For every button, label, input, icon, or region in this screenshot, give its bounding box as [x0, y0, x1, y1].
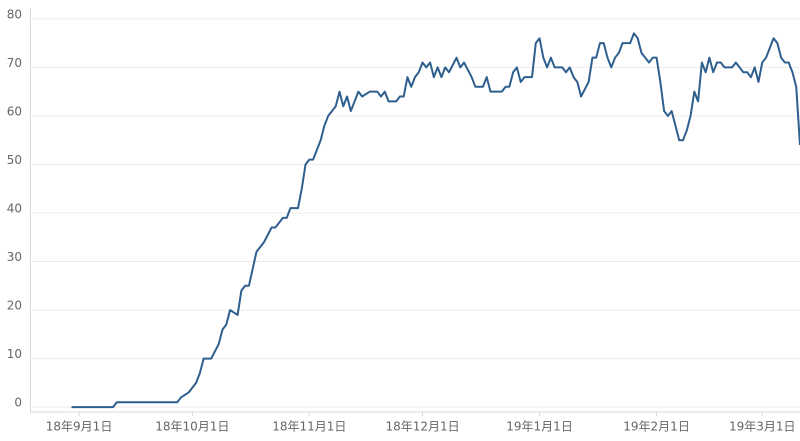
y-tick-label: 40 [7, 202, 22, 216]
x-tick-label: 18年11月1日 [272, 420, 346, 434]
x-tick-label: 18年12月1日 [385, 420, 459, 434]
x-tick-label: 19年3月1日 [729, 420, 796, 434]
data-line [71, 32, 800, 409]
y-tick-label: 60 [7, 104, 22, 118]
x-tick-label: 19年1月1日 [506, 420, 573, 434]
y-tick-label: 50 [7, 153, 22, 167]
y-tick-label: 80 [7, 7, 22, 21]
x-tick-label: 19年2月1日 [623, 420, 690, 434]
y-tick-label: 0 [14, 396, 22, 410]
y-tick-label: 30 [7, 250, 22, 264]
y-tick-label: 20 [7, 299, 22, 313]
x-tick-label: 18年9月1日 [46, 420, 113, 434]
x-tick-label: 18年10月1日 [155, 420, 229, 434]
y-tick-label: 70 [7, 56, 22, 70]
y-tick-label: 10 [7, 347, 22, 361]
